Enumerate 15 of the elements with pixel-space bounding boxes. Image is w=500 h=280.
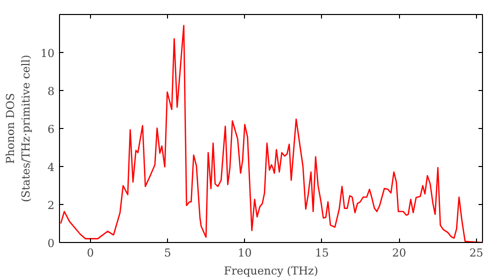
x-tick-label: 25 xyxy=(469,246,484,260)
y-tick-label: 0 xyxy=(48,237,54,250)
y-tick-label: 4 xyxy=(48,161,54,174)
y-tick-label: 2 xyxy=(48,199,54,212)
line-series xyxy=(60,24,482,242)
x-axis-title: Frequency (THz) xyxy=(224,264,318,278)
x-tick-label: 5 xyxy=(164,246,172,260)
x-tick-label: 0 xyxy=(86,246,94,260)
y-axis-title: Phonon DOS (States/THz·primitive cell) xyxy=(4,54,33,202)
x-tick-label: 20 xyxy=(392,246,406,260)
x-tick-label: 15 xyxy=(314,246,329,260)
y-tick-label: 6 xyxy=(48,123,54,136)
y-tick-label: 8 xyxy=(48,85,54,98)
x-tick-label: 10 xyxy=(238,246,252,260)
y-tick-label: 10 xyxy=(40,47,55,60)
